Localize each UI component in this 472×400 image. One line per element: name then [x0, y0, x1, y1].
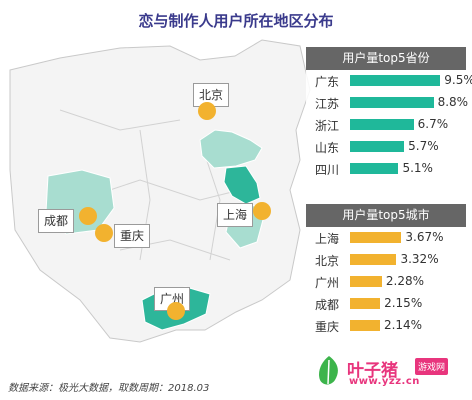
chart-title: 恋与制作人用户所在地区分布 — [138, 12, 334, 30]
province-value-label: 9.5% — [444, 73, 472, 87]
province-shandong — [199, 129, 263, 169]
city-bar — [350, 320, 380, 331]
province-ranking-panel: 用户量top5省份 广东 9.5% 江苏 8.8% 浙江 6.7% 山东 5.7% 四川 5.1% — [306, 47, 472, 180]
province-value-label: 5.7% — [408, 139, 439, 153]
city-bar — [350, 254, 397, 265]
province-border — [59, 109, 241, 261]
city-label: 广州 — [314, 276, 339, 290]
province-jiangsu — [223, 165, 261, 205]
city-value-label: 2.15% — [384, 296, 423, 310]
province-row: 浙江 6.7% — [306, 114, 466, 136]
city-label-shanghai: 上海 — [217, 203, 254, 227]
province-ranking-title: 用户量top5省份 — [306, 47, 466, 70]
province-row: 广东 9.5% — [306, 70, 472, 92]
city-value-label: 2.28% — [385, 274, 425, 288]
city-row: 广州 2.28% — [306, 271, 466, 293]
province-row: 山东 5.7% — [306, 136, 466, 158]
city-label-chengdu: 成都 — [38, 209, 75, 233]
province-label: 浙江 — [314, 119, 339, 133]
city-ranking-title: 用户量top5城市 — [306, 204, 466, 227]
province-bar — [350, 141, 405, 152]
province-label: 江苏 — [314, 97, 339, 111]
city-bar — [350, 232, 402, 243]
city-bar — [350, 276, 382, 287]
province-bar — [350, 119, 414, 130]
city-marker-beijing — [198, 102, 216, 120]
province-row: 四川 5.1% — [306, 158, 466, 180]
province-bar — [350, 97, 434, 108]
city-label-chongqing: 重庆 — [114, 224, 151, 248]
city-value-label: 2.14% — [383, 318, 423, 332]
city-bar — [350, 298, 381, 309]
watermark-url: www.yzz.cn — [349, 376, 420, 387]
city-label: 北京 — [314, 254, 339, 268]
watermark-name: 叶子猪 — [347, 361, 398, 381]
city-bar-chart: 上海 3.67% 北京 3.32% 广州 2.28% 成都 2.15% 重庆 2.14% — [306, 227, 466, 337]
province-bar — [350, 163, 399, 174]
city-marker-chengdu — [79, 207, 97, 225]
province-bar — [350, 75, 441, 86]
watermark-logo-icon — [319, 356, 338, 385]
province-value-label: 6.7% — [417, 117, 449, 131]
province-value-label: 8.8% — [437, 95, 469, 109]
watermark: 叶子猪 游戏网 www.yzz.cn — [315, 352, 467, 392]
data-source-note: 数据来源：极光大数据，取数周期：2018.03 — [8, 383, 210, 394]
city-label: 重庆 — [314, 320, 339, 334]
city-row: 成都 2.15% — [306, 293, 466, 315]
province-label: 广东 — [314, 75, 339, 89]
watermark-tag: 游戏网 — [415, 358, 449, 375]
city-marker-guangzhou — [167, 302, 185, 320]
city-row: 北京 3.32% — [306, 249, 466, 271]
city-row: 上海 3.67% — [306, 227, 466, 249]
city-marker-chongqing — [95, 224, 113, 242]
city-row: 重庆 2.14% — [306, 315, 466, 337]
city-label: 上海 — [314, 232, 339, 246]
city-value-label: 3.67% — [405, 230, 444, 244]
map-outline — [9, 39, 311, 343]
city-value-label: 3.32% — [400, 252, 439, 266]
province-value-label: 5.1% — [402, 161, 433, 175]
city-ranking-panel: 用户量top5城市 上海 3.67% 北京 3.32% 广州 2.28% 成都 2.15% 重庆… — [306, 204, 466, 337]
city-label: 成都 — [314, 298, 339, 312]
city-marker-shanghai — [253, 202, 271, 220]
province-bar-chart: 广东 9.5% 江苏 8.8% 浙江 6.7% 山东 5.7% 四川 5.1% — [306, 70, 472, 180]
province-label: 四川 — [314, 163, 339, 177]
province-row: 江苏 8.8% — [306, 92, 469, 114]
province-label: 山东 — [314, 141, 339, 155]
